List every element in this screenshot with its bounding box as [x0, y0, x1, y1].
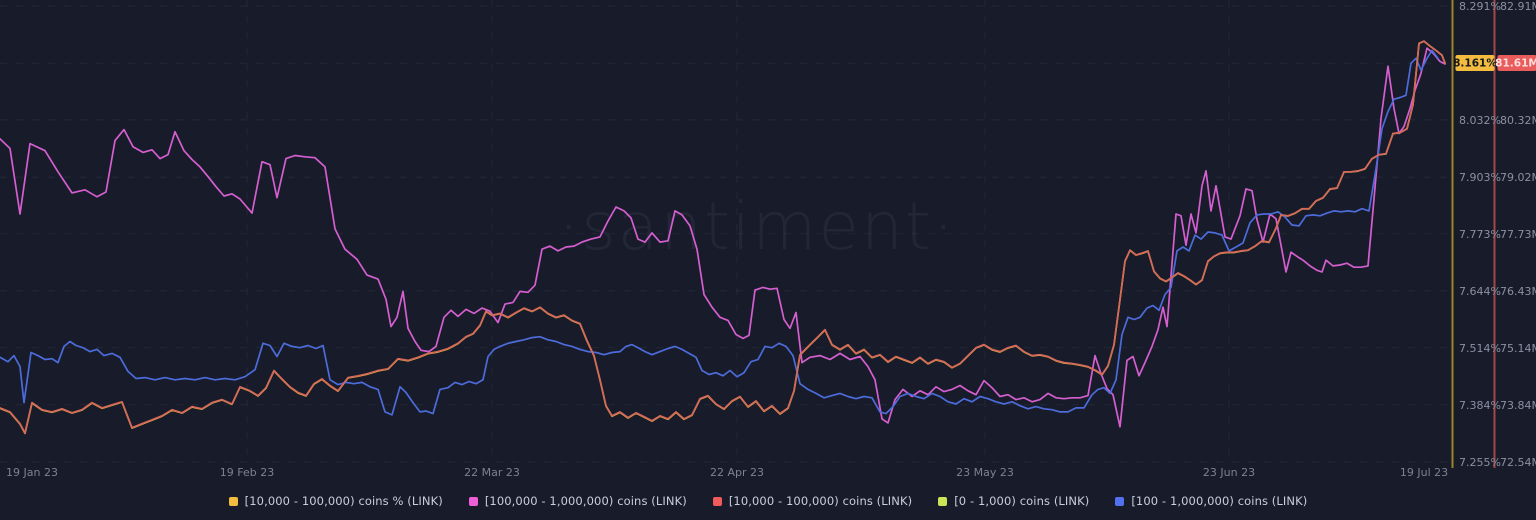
million-tick-label: 80.32M	[1500, 114, 1536, 127]
percent-tick-label: 7.514%	[1459, 342, 1501, 355]
chart-series	[0, 40, 1446, 435]
million-tick-label: 79.02M	[1500, 171, 1536, 184]
holders-distribution-chart[interactable]: ·santiment· 8.291% 8.032% 7.903% 7.773% 7.64…	[0, 0, 1536, 488]
percent-tick-label: 8.291%	[1459, 0, 1501, 13]
series-line-1	[0, 47, 1446, 428]
series-line-4	[0, 49, 1439, 416]
x-axis-label: 23 Jun 23	[1203, 466, 1255, 479]
x-axis-label: 19 Feb 23	[220, 466, 274, 479]
percent-tick-label: 7.773%	[1459, 228, 1501, 241]
percent-current-value: 8.161%	[1453, 58, 1497, 70]
x-axis-label: 19 Jul 23	[1400, 466, 1448, 479]
legend-item-2[interactable]: [10,000 - 100,000) coins (LINK)	[712, 494, 913, 508]
legend-label: [100,000 - 1,000,000) coins (LINK)	[484, 494, 687, 508]
million-current-badge: 81.61M	[1495, 55, 1536, 71]
percent-axis-tick-labels: 8.291% 8.032% 7.903% 7.773% 7.644% 7.514% 7.38…	[1459, 0, 1501, 469]
percent-tick-label: 7.255%	[1459, 456, 1501, 469]
legend-label: [0 - 1,000) coins (LINK)	[954, 494, 1090, 508]
million-tick-label: 77.73M	[1500, 228, 1536, 241]
legend-item-0[interactable]: [10,000 - 100,000) coins % (LINK)	[228, 494, 443, 508]
x-axis-label: 19 Jan 23	[6, 466, 58, 479]
million-tick-label: 82.91M	[1500, 0, 1536, 13]
series-line-2	[0, 40, 1446, 434]
percent-tick-label: 7.644%	[1459, 285, 1501, 298]
legend-item-1[interactable]: [100,000 - 1,000,000) coins (LINK)	[468, 494, 687, 508]
percent-tick-label: 7.903%	[1459, 171, 1501, 184]
percent-current-badge: 8.161%	[1453, 55, 1497, 71]
gridlines	[0, 0, 1448, 463]
million-axis-tick-labels: 82.91M 80.32M 79.02M 77.73M 76.43M 75.14M 73.8…	[1500, 0, 1536, 469]
million-tick-label: 72.54M	[1500, 456, 1536, 469]
x-axis-label: 22 Mar 23	[464, 466, 520, 479]
percent-tick-label: 7.384%	[1459, 399, 1501, 412]
x-axis-label: 23 May 23	[956, 466, 1014, 479]
legend-label: [100 - 1,000,000) coins (LINK)	[1131, 494, 1308, 508]
legend-item-4[interactable]: [100 - 1,000,000) coins (LINK)	[1115, 494, 1307, 508]
legend-color-chip	[712, 496, 722, 506]
legend-item-3[interactable]: [0 - 1,000) coins (LINK)	[938, 494, 1089, 508]
legend-label: [10,000 - 100,000) coins % (LINK)	[244, 494, 443, 508]
million-tick-label: 75.14M	[1500, 342, 1536, 355]
legend-color-chip	[468, 496, 478, 506]
million-tick-label: 76.43M	[1500, 285, 1536, 298]
santiment-watermark: ·santiment·	[558, 188, 955, 265]
x-axis-label: 22 Apr 23	[710, 466, 764, 479]
legend-color-chip	[938, 496, 948, 506]
legend-label: [10,000 - 100,000) coins (LINK)	[728, 494, 913, 508]
million-current-value: 81.61M	[1495, 58, 1536, 70]
percent-tick-label: 8.032%	[1459, 114, 1501, 127]
x-axis-labels: 19 Jan 23 19 Feb 23 22 Mar 23 22 Apr 23 23 M…	[6, 466, 1448, 479]
legend-color-chip	[228, 496, 238, 506]
million-tick-label: 73.84M	[1500, 399, 1536, 412]
legend-color-chip	[1115, 496, 1125, 506]
legend: [10,000 - 100,000) coins % (LINK) [100,00…	[0, 488, 1536, 514]
